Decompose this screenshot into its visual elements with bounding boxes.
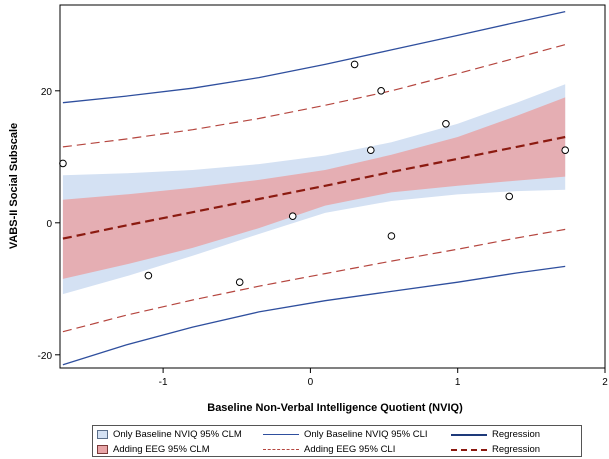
legend-label: Only Baseline NVIQ 95% CLI — [304, 429, 428, 440]
legend-item-eeg-cli: Adding EEG 95% CLI — [263, 442, 395, 457]
legend-line-baseline-regression — [451, 433, 487, 436]
fit-lines — [62, 10, 566, 366]
regression-line — [62, 135, 566, 240]
legend: Only Baseline NVIQ 95% CLM Only Baseline… — [92, 425, 582, 457]
x-tick-label: 0 — [308, 377, 314, 388]
x-tick-label: 2 — [602, 377, 608, 388]
legend-item-eeg-regression: Regression — [451, 442, 540, 457]
scatter-points — [59, 60, 570, 287]
legend-label: Adding EEG 95% CLM — [113, 444, 210, 455]
legend-item-eeg-clm: Adding EEG 95% CLM — [97, 442, 210, 457]
x-tick-label: -1 — [159, 377, 168, 388]
data-point — [377, 87, 385, 95]
data-point — [59, 159, 67, 168]
legend-label: Regression — [492, 444, 541, 455]
data-point — [505, 192, 514, 201]
confidence-bands — [62, 84, 566, 295]
legend-swatch-baseline-clm — [97, 430, 108, 439]
data-point — [366, 146, 375, 154]
legend-label: Adding EEG 95% CLI — [304, 444, 396, 455]
data-point — [144, 271, 153, 280]
axes: -1 0 1 2 -20 0 20 — [38, 87, 609, 388]
plot-frame — [59, 4, 606, 369]
legend-line-baseline-cli — [263, 434, 299, 435]
y-tick-label: 0 — [46, 219, 52, 230]
x-axis-label: Baseline Non-Verbal Intelligence Quotien… — [207, 402, 463, 414]
data-point — [442, 120, 450, 128]
baseline-cli-lower-line — [62, 265, 566, 366]
data-point — [561, 146, 570, 154]
legend-label: Only Baseline NVIQ 95% CLM — [113, 429, 242, 440]
eeg-cli-upper-line — [62, 44, 566, 148]
data-point — [387, 232, 396, 240]
legend-line-eeg-cli — [263, 449, 299, 450]
legend-swatch-eeg-clm — [97, 445, 108, 454]
y-axis-label: VABS-II Social Subscale — [8, 123, 20, 249]
legend-item-baseline-clm: Only Baseline NVIQ 95% CLM — [97, 427, 242, 442]
legend-item-baseline-regression: Regression — [451, 427, 540, 442]
eeg-cli-lower-line — [62, 228, 566, 333]
baseline-cli-upper-line — [62, 10, 566, 104]
legend-label: Regression — [492, 429, 541, 440]
y-tick-label: -20 — [38, 351, 53, 362]
y-tick-label: 20 — [41, 87, 53, 98]
legend-item-baseline-cli: Only Baseline NVIQ 95% CLI — [263, 427, 428, 442]
legend-line-eeg-regression — [451, 448, 487, 451]
data-point — [288, 212, 297, 220]
x-tick-label: 1 — [455, 377, 461, 388]
data-point — [350, 60, 359, 69]
data-point — [235, 278, 244, 287]
